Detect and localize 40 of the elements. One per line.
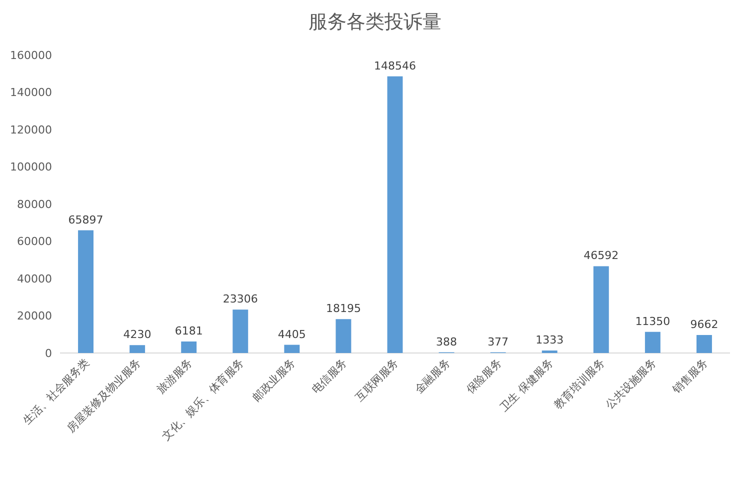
y-tick-label: 160000: [10, 48, 52, 62]
y-tick-label: 80000: [17, 198, 52, 211]
data-label: 388: [436, 335, 458, 348]
chart-title: 服务各类投诉量: [308, 11, 442, 33]
bar: [78, 230, 94, 353]
data-label: 148546: [374, 59, 416, 72]
x-tick-label: 邮政业服务: [250, 356, 298, 404]
x-tick-label: 销售服务: [669, 356, 710, 397]
x-tick-label: 保险服务: [464, 356, 504, 396]
x-tick-label: 电信服务: [309, 356, 350, 396]
y-tick-label: 20000: [17, 310, 52, 323]
bar: [336, 319, 352, 353]
data-label: 4230: [123, 328, 152, 342]
bar: [387, 76, 403, 353]
bar: [696, 335, 712, 353]
x-tick-label: 互联网服务: [353, 356, 402, 404]
y-tick-label: 60000: [17, 235, 52, 248]
x-tick-label: 旅游服务: [154, 356, 195, 396]
bar: [130, 345, 146, 353]
data-label: 65897: [68, 213, 104, 226]
data-label: 11350: [635, 314, 670, 328]
data-label: 46592: [584, 249, 619, 262]
bar: [284, 344, 300, 353]
y-tick-label: 120000: [10, 123, 52, 136]
data-label: 377: [488, 335, 509, 348]
y-tick-label: 100000: [10, 160, 52, 174]
data-label: 23306: [222, 292, 258, 306]
y-tick-label: 0: [45, 346, 52, 360]
y-tick-label: 40000: [17, 272, 52, 286]
x-tick-label: 金融服务: [412, 356, 453, 396]
bar: [593, 266, 609, 353]
bar: [644, 332, 660, 353]
y-tick-label: 140000: [10, 86, 52, 100]
data-label: 1333: [536, 334, 564, 347]
bar: [181, 341, 197, 353]
data-label: 9662: [690, 318, 718, 332]
data-label: 6181: [174, 324, 203, 338]
data-label: 4405: [278, 328, 306, 341]
data-label: 18195: [326, 302, 361, 316]
bar: [232, 310, 248, 353]
